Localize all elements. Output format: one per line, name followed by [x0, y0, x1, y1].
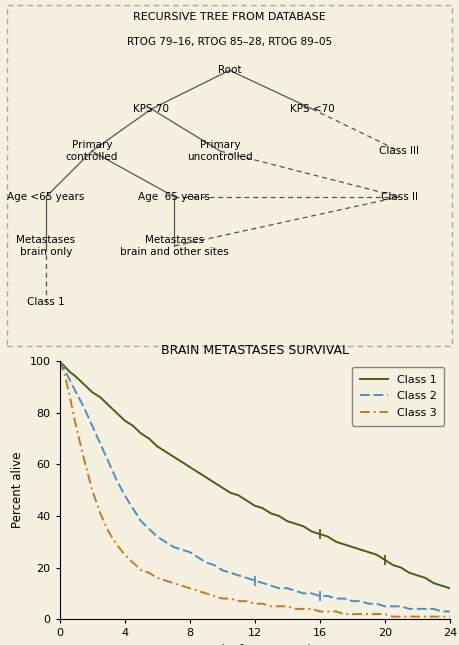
Legend: Class 1, Class 2, Class 3: Class 1, Class 2, Class 3: [352, 367, 444, 426]
Text: Age <65 years: Age <65 years: [7, 192, 84, 202]
Text: Primary
controlled: Primary controlled: [66, 141, 118, 162]
Text: Metastases
brain only: Metastases brain only: [17, 235, 75, 257]
Text: Metastases
brain and other sites: Metastases brain and other sites: [120, 235, 229, 257]
Text: RTOG 79–16, RTOG 85–28, RTOG 89–05: RTOG 79–16, RTOG 85–28, RTOG 89–05: [127, 37, 332, 47]
Text: Class II: Class II: [381, 192, 418, 202]
Text: KPS <70: KPS <70: [290, 104, 335, 114]
Text: KPS 70: KPS 70: [134, 104, 169, 114]
X-axis label: Months from onstudy: Months from onstudy: [192, 644, 318, 645]
Text: RECURSIVE TREE FROM DATABASE: RECURSIVE TREE FROM DATABASE: [133, 12, 326, 23]
Text: Class 1: Class 1: [27, 297, 65, 307]
Title: BRAIN METASTASES SURVIVAL: BRAIN METASTASES SURVIVAL: [161, 344, 349, 357]
Text: Root: Root: [218, 65, 241, 75]
Text: Class III: Class III: [379, 146, 420, 156]
Y-axis label: Percent alive: Percent alive: [11, 452, 24, 528]
Text: Primary
uncontrolled: Primary uncontrolled: [188, 141, 253, 162]
Text: Age  65 years: Age 65 years: [139, 192, 210, 202]
